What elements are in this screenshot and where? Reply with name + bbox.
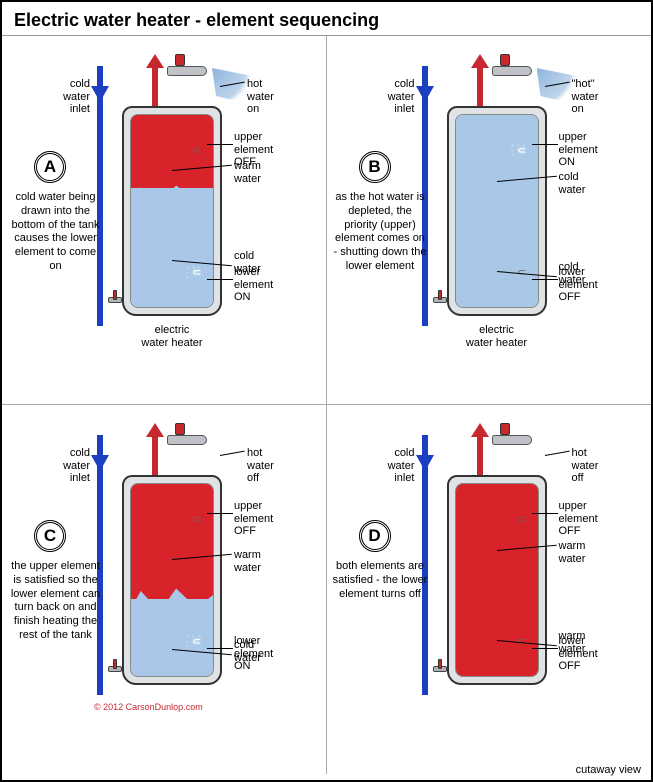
upper-element-label: upper element OFF (559, 500, 598, 538)
copyright: © 2012 CarsonDunlop.com (94, 702, 203, 712)
panel-badge: A (34, 151, 66, 183)
upper-element-icon (179, 512, 209, 526)
lower-element-pointer (532, 648, 558, 649)
panel-A: cold water inlet hot water on upper elem… (2, 36, 327, 405)
zone-label-warm: warm water (559, 630, 586, 655)
cutaway-label: cutaway view (576, 764, 641, 776)
panel-description: cold water being drawn into the bottom o… (8, 191, 103, 274)
cold-arrow-icon (91, 455, 109, 471)
hot-water-pointer (220, 451, 245, 456)
zone-label-cold: cold water (234, 250, 261, 275)
upper-element-pointer (207, 144, 233, 145)
zone-label-cold: cold water (234, 639, 261, 664)
panel-badge: B (359, 151, 391, 183)
zone-label-warm: warm water (234, 160, 261, 185)
lower-element-pointer (207, 279, 233, 280)
zone-cold (131, 188, 213, 307)
water-heater-tank (447, 475, 547, 685)
hot-water-label: "hot" water on (572, 78, 599, 116)
hot-water-pointer (544, 451, 569, 456)
hot-water-label: hot water off (247, 447, 274, 485)
upper-element-icon (504, 512, 534, 526)
upper-element-pointer (207, 513, 233, 514)
lower-element-icon (179, 265, 209, 279)
water-spray-icon (537, 68, 577, 108)
hot-arrow-icon (146, 54, 164, 68)
faucet-icon (492, 425, 547, 455)
panel-grid: cold water inlet hot water on upper elem… (2, 36, 651, 774)
hot-arrow-icon (471, 423, 489, 437)
faucet-icon (167, 425, 222, 455)
cold-arrow-icon (416, 455, 434, 471)
zone-warm (456, 484, 538, 580)
hot-arrow-icon (471, 54, 489, 68)
tank-cutaway (130, 114, 214, 308)
water-heater-tank (122, 106, 222, 316)
hot-outlet-pipe (152, 64, 158, 109)
hot-water-label: hot water off (572, 447, 599, 485)
drain-valve-icon (106, 663, 124, 675)
tank-cutaway (455, 114, 539, 308)
cold-arrow-icon (416, 86, 434, 102)
cold-inlet-label: cold water inlet (42, 78, 90, 116)
zone-warm (456, 580, 538, 676)
heater-caption: electric water heater (457, 324, 537, 349)
upper-element-label: upper element ON (559, 131, 598, 169)
hot-water-label: hot water on (247, 78, 274, 116)
panel-description: the upper element is satisfied so the lo… (8, 560, 103, 643)
upper-element-icon (179, 143, 209, 157)
hot-arrow-icon (146, 423, 164, 437)
cold-inlet-label: cold water inlet (367, 447, 415, 485)
upper-element-icon (504, 143, 534, 157)
zone-label-warm: warm water (234, 549, 261, 574)
page-title: Electric water heater - element sequenci… (2, 2, 651, 36)
zone-label-cold: cold water (559, 171, 586, 196)
upper-element-pointer (532, 513, 558, 514)
panel-badge: C (34, 520, 66, 552)
drain-valve-icon (431, 294, 449, 306)
panel-D: cold water inlet hot water off upper ele… (327, 405, 652, 774)
water-heater-tank (122, 475, 222, 685)
hot-outlet-pipe (477, 64, 483, 109)
hot-outlet-pipe (152, 433, 158, 478)
panel-B: cold water inlet "hot" water on upper el… (327, 36, 652, 405)
panel-C: cold water inlet hot water off upper ele… (2, 405, 327, 774)
hot-outlet-pipe (477, 433, 483, 478)
tank-cutaway (455, 483, 539, 677)
cold-arrow-icon (91, 86, 109, 102)
cold-inlet-label: cold water inlet (42, 447, 90, 485)
zone-cold (456, 211, 538, 307)
drain-valve-icon (106, 294, 124, 306)
panel-description: both elements are satisfied - the lower … (333, 560, 428, 601)
heater-caption: electric water heater (132, 324, 212, 349)
cold-inlet-label: cold water inlet (367, 78, 415, 116)
water-heater-tank (447, 106, 547, 316)
zone-label-warm: warm water (559, 540, 586, 565)
tank-cutaway (130, 483, 214, 677)
lower-element-pointer (532, 279, 558, 280)
zone-cold (456, 115, 538, 211)
upper-element-label: upper element OFF (234, 500, 273, 538)
panel-description: as the hot water is depleted, the priori… (333, 191, 428, 274)
zone-label-cold: cold water (559, 261, 586, 286)
zone-warm (131, 484, 213, 615)
panel-badge: D (359, 520, 391, 552)
drain-valve-icon (431, 663, 449, 675)
water-spray-icon (212, 68, 252, 108)
upper-element-pointer (532, 144, 558, 145)
lower-element-pointer (207, 648, 233, 649)
lower-element-icon (179, 634, 209, 648)
